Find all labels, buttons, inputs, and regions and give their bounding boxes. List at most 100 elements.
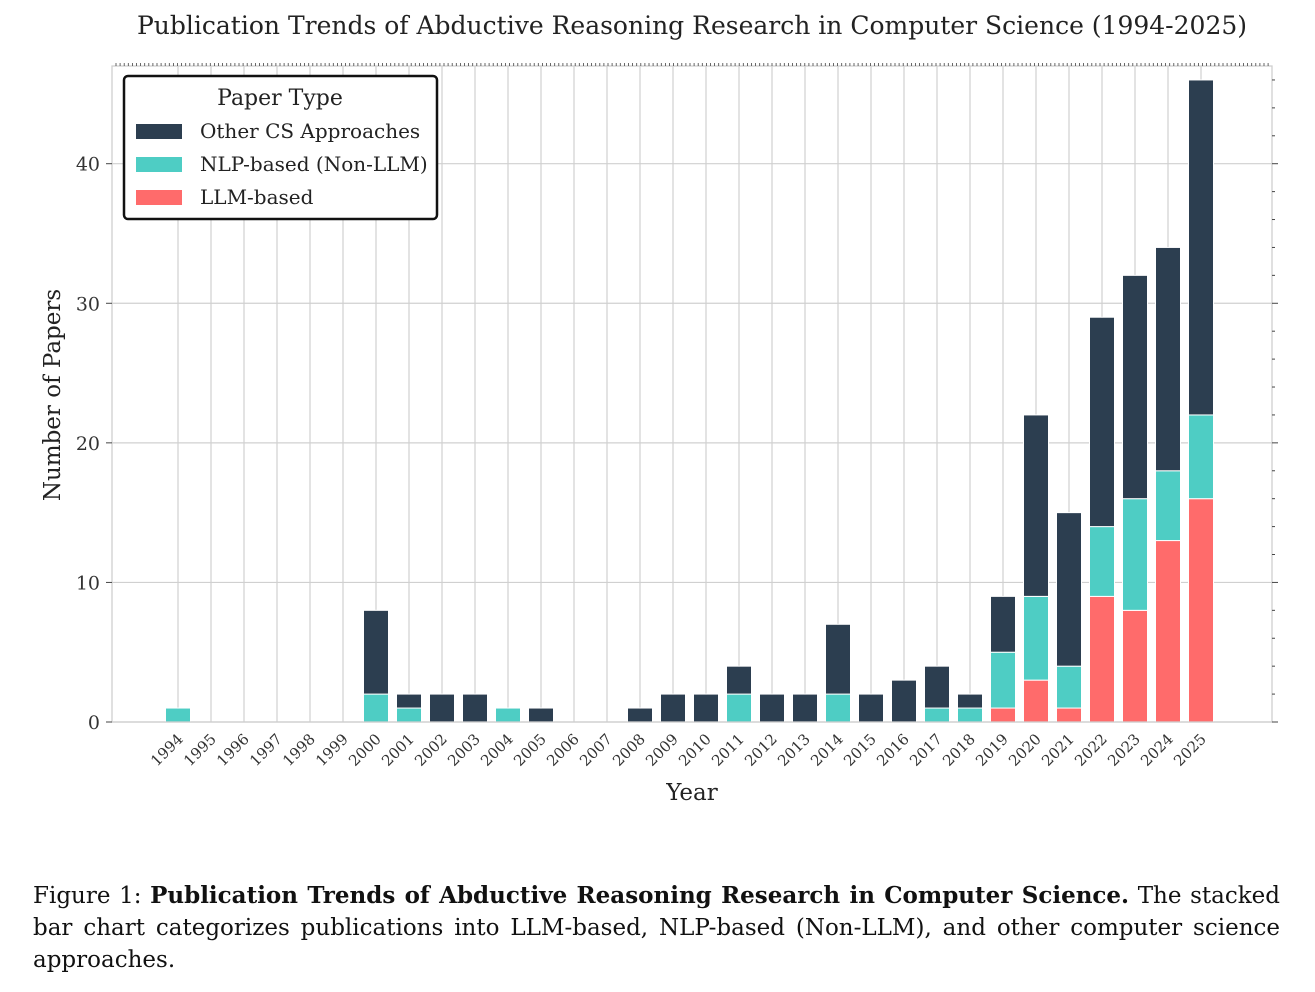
bar-llm-based [1056, 707, 1082, 723]
y-tick-label: 40 [76, 154, 100, 176]
x-tick-label: 1995 [180, 730, 220, 770]
bar-other-cs-approaches [429, 693, 455, 723]
x-tick-label: 2024 [1137, 730, 1177, 770]
x-tick-label: 1997 [246, 730, 286, 770]
y-tick-label: 20 [76, 433, 100, 455]
x-tick-label: 2002 [411, 730, 451, 770]
bar-llm-based [1023, 679, 1049, 723]
bar-other-cs-approaches [528, 707, 554, 723]
x-tick-label: 1996 [213, 730, 253, 770]
bar-nlp-based-non-llm [990, 651, 1016, 709]
legend-entry-label: Other CS Approaches [200, 119, 420, 143]
legend-box [122, 74, 439, 221]
bar-nlp-based-non-llm [1089, 526, 1115, 597]
legend-title: Paper Type [217, 86, 343, 111]
bar-other-cs-approaches [1089, 316, 1115, 528]
x-tick-label: 2018 [939, 730, 979, 770]
x-tick-label: 2016 [873, 730, 913, 770]
bar-nlp-based-non-llm [924, 707, 950, 723]
bar-nlp-based-non-llm [1056, 665, 1082, 709]
bar-other-cs-approaches [1188, 79, 1214, 416]
bar-nlp-based-non-llm [1155, 470, 1181, 542]
y-axis-label: Number of Papers [40, 289, 66, 501]
x-tick-label: 2020 [1005, 730, 1045, 770]
legend-swatch [136, 157, 182, 172]
bar-nlp-based-non-llm [363, 693, 389, 723]
x-tick-label: 2001 [378, 730, 418, 770]
plot-border [111, 65, 1273, 723]
x-tick-label: 2010 [675, 730, 715, 770]
bar-other-cs-approaches [660, 693, 686, 723]
x-tick-label: 2009 [642, 730, 682, 770]
bar-other-cs-approaches [759, 693, 785, 723]
legend-entry-label: NLP-based (Non-LLM) [200, 152, 428, 176]
bar-other-cs-approaches [1023, 414, 1049, 597]
chart-title: Publication Trends of Abductive Reasonin… [137, 11, 1247, 40]
bar-other-cs-approaches [891, 679, 917, 723]
bar-llm-based [1089, 595, 1115, 723]
bar-other-cs-approaches [858, 693, 884, 723]
x-tick-label: 2022 [1071, 730, 1111, 770]
legend: Paper Type Other CS Approaches NLP-based (… [122, 74, 439, 221]
x-tick-label: 2013 [774, 730, 814, 770]
bar-nlp-based-non-llm [1122, 498, 1148, 611]
bar-llm-based [1188, 498, 1214, 723]
x-tick-label: 2008 [609, 730, 649, 770]
x-tick-label: 1999 [312, 730, 352, 770]
x-tick-label: 2021 [1038, 730, 1078, 770]
bar-other-cs-approaches [726, 665, 752, 695]
y-tick-label: 0 [88, 712, 100, 734]
x-tick-label: 2003 [444, 730, 484, 770]
legend-swatch [136, 190, 182, 205]
x-tick-label: 2023 [1104, 730, 1144, 770]
x-tick-label: 2004 [477, 730, 517, 770]
caption-label: Figure 1: [33, 883, 142, 909]
x-tick-label: 1994 [147, 730, 187, 770]
bar-nlp-based-non-llm [495, 707, 521, 723]
legend-swatch [136, 124, 182, 139]
bar-nlp-based-non-llm [396, 707, 422, 723]
bar-nlp-based-non-llm [957, 707, 983, 723]
x-tick-label: 2011 [708, 730, 748, 770]
x-tick-label: 2000 [345, 730, 385, 770]
x-tick-label: 1998 [279, 730, 319, 770]
bar-other-cs-approaches [924, 665, 950, 709]
x-tick-label: 2012 [741, 730, 781, 770]
bar-other-cs-approaches [825, 623, 851, 695]
bar-other-cs-approaches [693, 693, 719, 723]
bar-llm-based [1155, 540, 1181, 723]
plot-frame [111, 65, 1273, 723]
stacked-bar-chart: Publication Trends of Abductive Reasonin… [40, 11, 1278, 806]
bar-other-cs-approaches [363, 609, 389, 695]
x-tick-label: 2019 [972, 730, 1012, 770]
x-tick-label: 2017 [906, 730, 946, 770]
bar-llm-based [1122, 609, 1148, 723]
bar-nlp-based-non-llm [1023, 595, 1049, 681]
x-tick-label: 2014 [807, 730, 847, 770]
bar-nlp-based-non-llm [825, 693, 851, 723]
bar-llm-based [990, 707, 1016, 723]
bars [165, 79, 1214, 723]
bar-nlp-based-non-llm [726, 693, 752, 723]
bar-nlp-based-non-llm [165, 707, 191, 723]
bar-other-cs-approaches [396, 693, 422, 709]
x-tick-label: 2005 [510, 730, 550, 770]
bar-other-cs-approaches [1056, 512, 1082, 667]
bar-other-cs-approaches [1122, 274, 1148, 500]
bar-other-cs-approaches [1155, 246, 1181, 472]
caption-title: Publication Trends of Abductive Reasonin… [150, 882, 1130, 909]
bar-other-cs-approaches [957, 693, 983, 709]
y-axis: 0 10 20 30 40 [76, 79, 1278, 734]
x-tick-label: 2015 [840, 730, 880, 770]
bar-other-cs-approaches [990, 595, 1016, 653]
figure-caption: Figure 1: Publication Trends of Abductiv… [33, 880, 1280, 976]
bar-other-cs-approaches [462, 693, 488, 723]
y-tick-label: 30 [76, 293, 100, 315]
bar-other-cs-approaches [627, 707, 653, 723]
caption-text: The stacked bar chart categorizes public… [33, 883, 1281, 973]
x-tick-label: 2006 [543, 730, 583, 770]
legend-entry-label: LLM-based [200, 185, 314, 209]
x-axis-label: Year [665, 780, 718, 806]
bar-other-cs-approaches [792, 693, 818, 723]
x-tick-label: 2025 [1170, 730, 1210, 770]
